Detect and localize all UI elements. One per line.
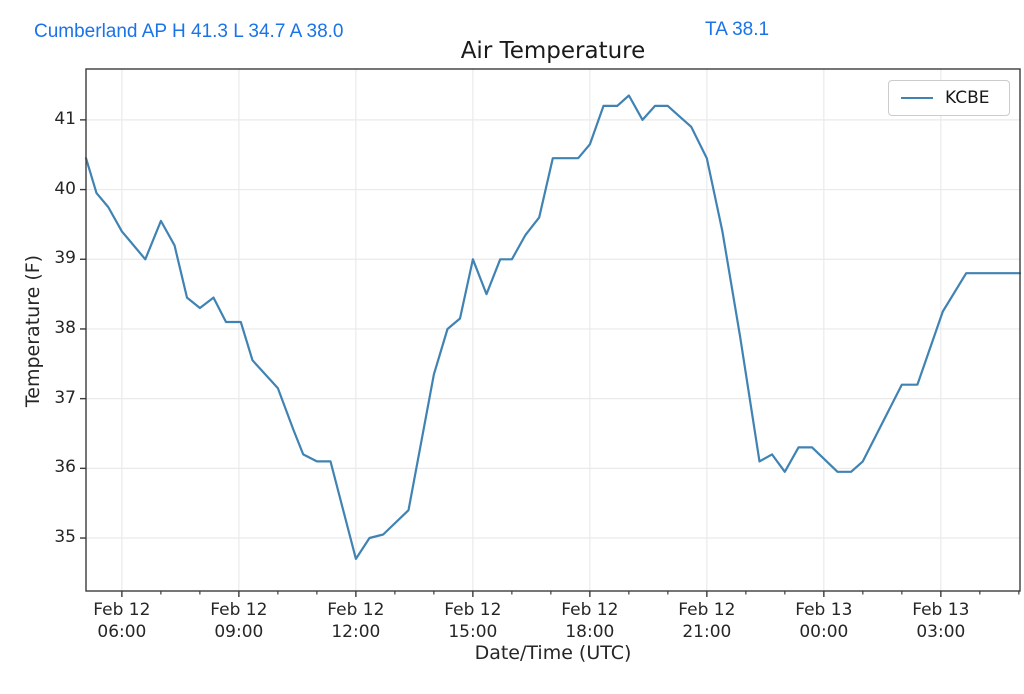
y-tick-label: 40 [54, 178, 76, 199]
legend-series-label: KCBE [945, 88, 990, 108]
legend: KCBE [888, 80, 1010, 116]
chart-title: Air Temperature [460, 38, 646, 64]
y-tick-label: 38 [54, 317, 76, 338]
x-tick-label: Feb 12 18:00 [561, 600, 619, 643]
x-axis-label: Date/Time (UTC) [474, 642, 632, 664]
y-tick-label: 36 [54, 457, 76, 478]
y-tick-label: 35 [54, 527, 76, 548]
legend-line-sample [901, 97, 933, 99]
x-tick-label: Feb 12 21:00 [678, 600, 736, 643]
x-tick-label: Feb 13 00:00 [795, 600, 853, 643]
x-tick-label: Feb 13 03:00 [912, 600, 970, 643]
x-tick-label: Feb 12 15:00 [444, 600, 502, 643]
station-summary-text: Cumberland AP H 41.3 L 34.7 A 38.0 [34, 21, 344, 42]
y-tick-label: 41 [54, 108, 76, 129]
y-tick-label: 37 [54, 387, 76, 408]
x-tick-label: Feb 12 06:00 [93, 600, 151, 643]
ta-reading-text: TA 38.1 [705, 19, 770, 40]
x-tick-label: Feb 12 09:00 [210, 600, 268, 643]
x-tick-label: Feb 12 12:00 [327, 600, 385, 643]
y-tick-label: 39 [54, 248, 76, 269]
